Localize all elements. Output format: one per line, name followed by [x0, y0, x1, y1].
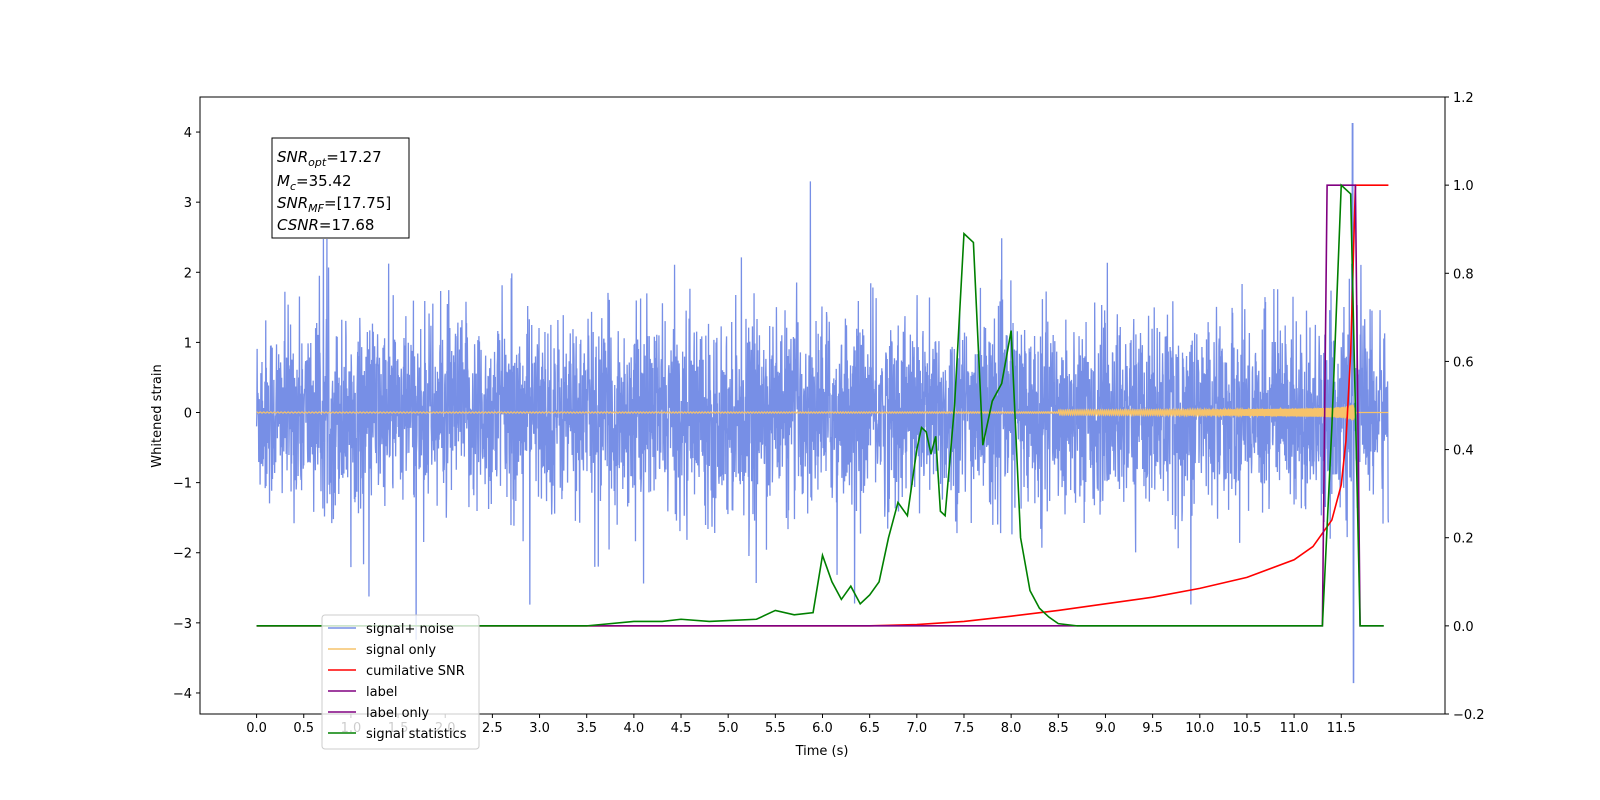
y2-tick-label: 0.6: [1453, 355, 1474, 370]
x-tick-label: 9.0: [1095, 721, 1116, 736]
annotation-csnr: CSNR=17.68: [277, 216, 374, 234]
legend-frame: [321, 614, 480, 750]
y-tick-label: 2: [184, 266, 192, 281]
y-tick-label: 3: [184, 196, 192, 211]
legend-label-only-label: label only: [366, 706, 429, 721]
legend-signal-statistics-label: signal statistics: [366, 727, 467, 742]
x-tick-label: 5.0: [718, 721, 739, 736]
legend-cumilative-snr-label: cumilative SNR: [366, 664, 465, 679]
x-tick-label: 7.5: [954, 721, 975, 736]
x-tick-label: 3.0: [529, 721, 550, 736]
legend: signal+ noise signal only cumilative SNR la…: [321, 614, 480, 750]
y-tick-label: 4: [184, 126, 192, 141]
x-tick-label: 7.0: [906, 721, 927, 736]
y2-tick-label: 1.0: [1453, 179, 1474, 194]
x-axis-label: Time (s): [795, 744, 849, 759]
y2-tick-label: 0.2: [1453, 532, 1474, 547]
legend-signal-noise-label: signal+ noise: [366, 622, 454, 637]
x-tick-label: 4.0: [624, 721, 645, 736]
y2-tick-label: −0.2: [1453, 708, 1485, 723]
y-tick-label: 1: [184, 336, 192, 351]
x-tick-label: 0.5: [293, 721, 314, 736]
x-tick-label: 0.0: [246, 721, 267, 736]
series-signal-only: [256, 404, 1389, 421]
x-tick-label: 10.5: [1232, 721, 1261, 736]
annotation-snr-opt: SNRopt=17.27: [277, 148, 382, 169]
y-tick-label: −3: [173, 617, 192, 632]
x-tick-label: 4.5: [671, 721, 692, 736]
annotation-frame: [271, 137, 410, 239]
x-tick-label: 11.5: [1327, 721, 1356, 736]
x-tick-label: 6.0: [812, 721, 833, 736]
legend-label-label: label: [366, 685, 397, 700]
series-signal-statistics: [256, 183, 1384, 627]
annotation-box: SNRopt=17.27 Mc=35.42 SNRMF=[17.75] CSNR…: [271, 137, 410, 239]
x-tick-label: 6.5: [859, 721, 880, 736]
y2-tick-label: 0.8: [1453, 267, 1474, 282]
x-tick-label: 5.5: [765, 721, 786, 736]
plot-layer: [255, 122, 1390, 684]
y2-tick-label: 0.4: [1453, 444, 1474, 459]
series-cumilative-snr: [256, 184, 1389, 627]
x-tick-label: 8.5: [1048, 721, 1069, 736]
y2-tick-label: 1.2: [1453, 91, 1474, 106]
y-tick-label: −4: [173, 687, 192, 702]
annotation-mc: Mc=35.42: [277, 172, 352, 193]
x-tick-label: 9.5: [1142, 721, 1163, 736]
x-tick-label: 11.0: [1280, 721, 1309, 736]
y-tick-label: −2: [173, 547, 192, 562]
legend-signal-only-label: signal only: [366, 643, 436, 658]
series-signal-noise: [255, 122, 1390, 684]
y-tick-label: −1: [173, 477, 192, 492]
y-tick-label: 0: [184, 407, 192, 422]
y-axis-label: Whitened strain: [150, 364, 165, 467]
x-tick-label: 2.5: [482, 721, 503, 736]
annotation-snr-mf: SNRMF=[17.75]: [277, 194, 391, 215]
x-tick-label: 8.0: [1001, 721, 1022, 736]
y2-tick-label: 0.0: [1453, 620, 1474, 635]
x-tick-label: 3.5: [576, 721, 597, 736]
x-tick-label: 10.0: [1185, 721, 1214, 736]
